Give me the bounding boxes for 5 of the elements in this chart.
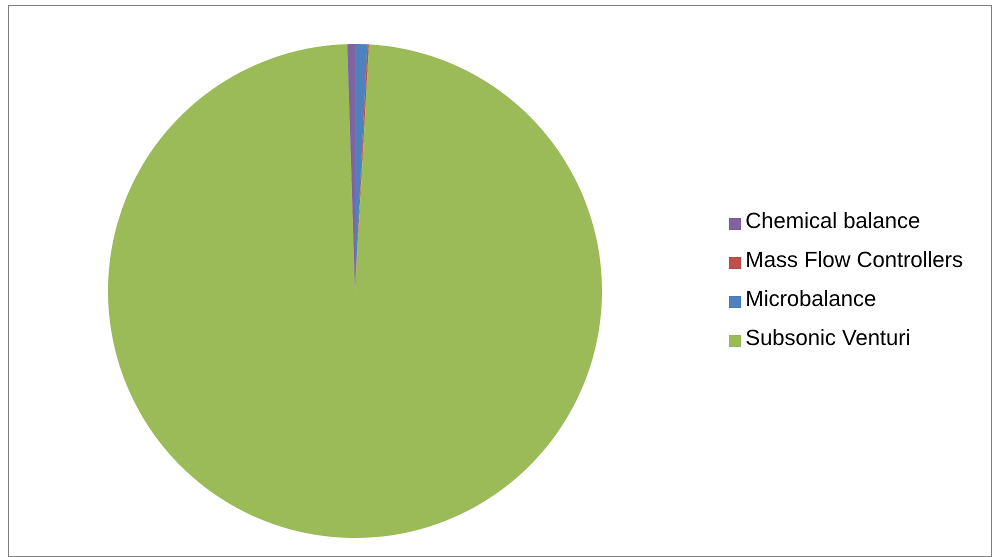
legend-label: Chemical balance (745, 208, 920, 233)
legend-label: Microbalance (745, 286, 876, 311)
legend-label: Mass Flow Controllers (745, 247, 963, 272)
legend-label: Subsonic Venturi (745, 325, 910, 350)
pie-slice (108, 44, 602, 538)
